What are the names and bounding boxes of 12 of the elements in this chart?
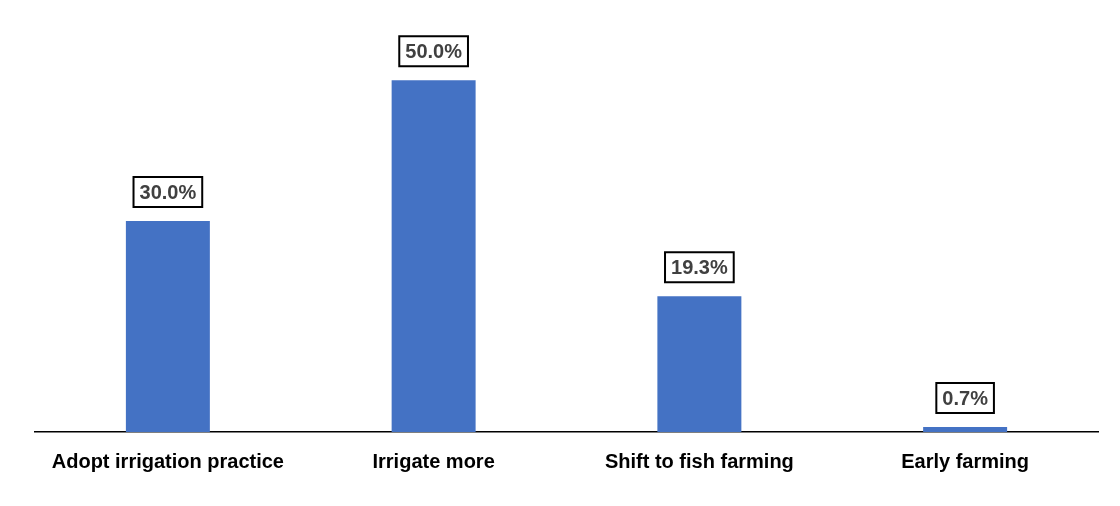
x-tick-label: Shift to fish farming	[604, 449, 794, 472]
bar	[923, 427, 1008, 432]
bar	[391, 80, 476, 432]
data-label: 30.0%	[139, 180, 197, 203]
data-label: 19.3%	[671, 255, 728, 278]
data-label: 0.7%	[942, 386, 989, 409]
x-tick-label: Irrigate more	[372, 449, 495, 472]
x-tick-label: Adopt irrigation practice	[51, 449, 284, 472]
bar	[125, 221, 210, 432]
bar	[657, 296, 742, 432]
x-tick-label: Early farming	[901, 449, 1030, 472]
data-label: 50.0%	[405, 39, 463, 62]
